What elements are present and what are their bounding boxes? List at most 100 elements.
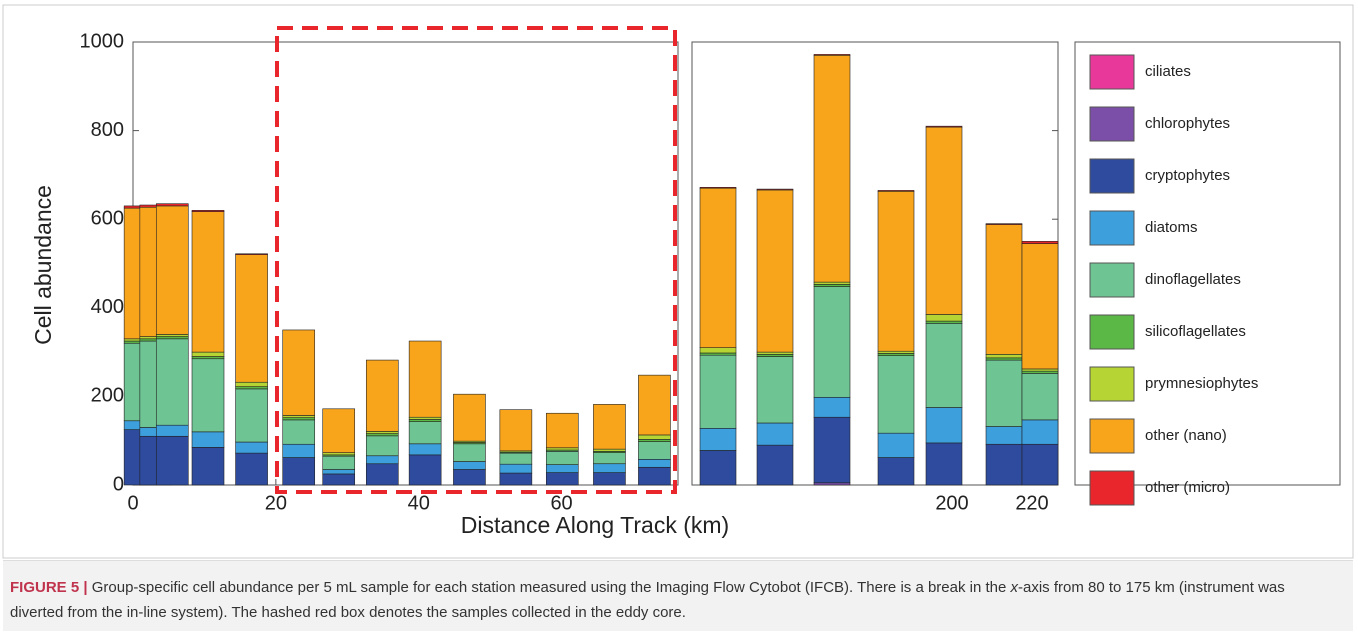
y-axis-title: Cell abundance <box>30 185 56 345</box>
bar-segment <box>813 281 851 285</box>
bar-segment <box>235 452 268 486</box>
bar-segment <box>877 190 915 352</box>
bar-segment <box>925 126 963 315</box>
bar-segment <box>191 210 225 212</box>
bar-segment <box>408 340 442 418</box>
bar-segment <box>282 443 316 458</box>
legend-label: cryptophytes <box>1145 167 1230 184</box>
bar-segment <box>1021 241 1059 244</box>
bar-segment <box>499 452 533 465</box>
caption-text: -axis from 80 to 175 km (instrument was … <box>10 579 1285 621</box>
bar-segment <box>408 419 442 422</box>
bar-segment <box>1021 368 1059 372</box>
bar-segment <box>365 463 399 486</box>
bar-segment <box>365 455 399 465</box>
legend-label: other (nano) <box>1145 427 1227 444</box>
bar-segment <box>699 187 737 189</box>
bar-segment <box>699 347 737 354</box>
legend-label: chlorophytes <box>1145 115 1230 132</box>
caption-text: Group-specific cell abundance per 5 mL s… <box>91 579 1011 596</box>
bar-segment <box>155 435 189 486</box>
bar-segment <box>235 386 268 390</box>
x-tick-label: 200 <box>935 492 968 514</box>
bar-segment <box>985 359 1023 427</box>
bar-segment <box>155 203 189 207</box>
legend-swatch <box>1089 366 1135 402</box>
bar-segment <box>925 125 963 128</box>
bar-segment <box>365 431 399 434</box>
bar-segment <box>813 284 851 287</box>
bar-segment <box>235 381 268 387</box>
legend-label: dinoflagellates <box>1145 271 1241 288</box>
bar-segment <box>593 472 626 486</box>
bar-segment <box>699 427 737 451</box>
bar-segment <box>191 447 225 486</box>
bar-segment <box>925 407 963 444</box>
figure-frame <box>2 4 1354 559</box>
bar-segment <box>545 472 579 486</box>
bar-segment <box>593 404 626 450</box>
caption-label: FIGURE 5 | <box>10 579 88 596</box>
bar-segment <box>813 482 851 486</box>
bar-segment <box>235 388 268 443</box>
eddy-core-box <box>275 26 677 494</box>
bar-segment <box>499 472 533 486</box>
bar-segment <box>282 419 316 445</box>
legend-swatch <box>1089 106 1135 142</box>
bar-segment <box>408 443 442 456</box>
bar-segment <box>756 188 794 191</box>
bar-segment <box>985 443 1023 486</box>
bar-segment <box>191 211 225 353</box>
bar-segment <box>453 469 486 486</box>
bar-segment <box>408 454 442 486</box>
bar-segment <box>545 451 579 465</box>
legend-label: ciliates <box>1145 63 1191 80</box>
bar-segment <box>235 254 268 383</box>
x-tick-label: 220 <box>1015 492 1048 514</box>
x-axis-title: Distance Along Track (km) <box>461 512 729 538</box>
bar-segment <box>638 439 671 442</box>
bar-segment <box>813 396 851 418</box>
legend-swatch <box>1089 470 1135 506</box>
legend-swatch <box>1089 314 1135 350</box>
bar-segment <box>1021 373 1059 421</box>
bar-segment <box>322 452 356 456</box>
bar-segment <box>877 457 915 486</box>
bar-segment <box>813 286 851 398</box>
bar-segment <box>756 444 794 486</box>
legend-label: diatoms <box>1145 219 1198 236</box>
y-tick-label: 400 <box>91 296 124 318</box>
legend-swatch <box>1089 158 1135 194</box>
bar-segment <box>365 435 399 457</box>
bar-segment <box>877 350 915 354</box>
bar-segment <box>235 253 268 255</box>
bar-segment <box>877 190 915 192</box>
bar-segment <box>638 434 671 440</box>
bar-segment <box>322 473 356 486</box>
bar-segment <box>756 356 794 424</box>
bar-segment <box>282 329 316 416</box>
legend-label: prymnesiophytes <box>1145 375 1258 392</box>
bar-segment <box>699 352 737 356</box>
bar-segment <box>545 447 579 451</box>
bar-segment <box>1021 419 1059 445</box>
bar-segment <box>985 224 1023 355</box>
legend-swatch <box>1089 210 1135 246</box>
bar-segment <box>235 441 268 454</box>
y-tick-label: 1000 <box>80 30 125 52</box>
bar-segment <box>756 189 794 353</box>
x-tick-label: 20 <box>265 492 287 514</box>
bar-segment <box>756 351 794 355</box>
bar-segment <box>813 416 851 484</box>
y-tick-label: 800 <box>91 119 124 141</box>
bar-segment <box>322 469 356 475</box>
bar-segment <box>925 314 963 322</box>
bar-segment <box>545 464 579 473</box>
bar-segment <box>813 54 851 56</box>
bar-segment <box>1021 370 1059 374</box>
bar-segment <box>699 187 737 348</box>
bar-segment <box>155 338 189 426</box>
bar-segment <box>638 441 671 460</box>
caption-box <box>3 560 1353 631</box>
